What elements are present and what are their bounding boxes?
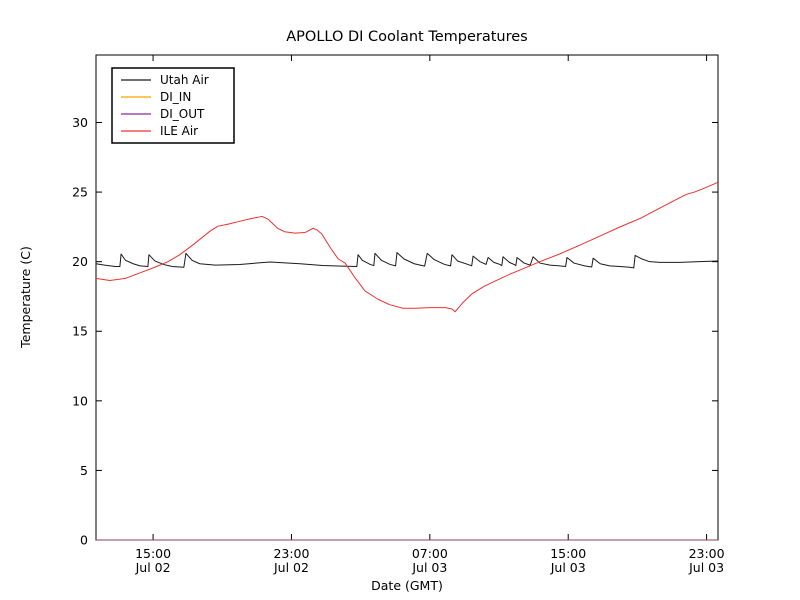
legend-label: Utah Air: [160, 73, 209, 87]
y-tick-label: 20: [72, 254, 88, 269]
series-line-ile-air: [95, 181, 719, 313]
x-tick-label: 15:00 Jul 02: [135, 546, 172, 575]
x-tick-label: 07:00 Jul 03: [411, 546, 448, 575]
series-line-utah-air: [95, 252, 719, 269]
x-tick-label: 23:00 Jul 03: [688, 546, 725, 575]
x-tick-label: 23:00 Jul 02: [273, 546, 310, 575]
x-tick-label: 15:00 Jul 03: [550, 546, 587, 575]
y-tick-label: 5: [80, 463, 88, 478]
y-tick-label: 25: [72, 185, 88, 200]
chart-title: APOLLO DI Coolant Temperatures: [286, 29, 527, 45]
legend: Utah Air DI_IN DI_OUT ILE Air: [111, 67, 235, 144]
x-axis-ticks: 15:00 Jul 02 23:00 Jul 02 07:00 Jul 03 15:00 Ju…: [135, 55, 725, 575]
legend-label: DI_OUT: [160, 107, 205, 121]
x-axis-label: Date (GMT): [371, 578, 443, 593]
y-tick-label: 0: [80, 533, 88, 548]
legend-label: ILE Air: [160, 124, 198, 138]
y-tick-label: 30: [72, 115, 88, 130]
y-axis-ticks: 0 5 10 15 20 25 30: [72, 115, 718, 548]
y-tick-label: 10: [72, 393, 88, 408]
legend-label: DI_IN: [160, 90, 191, 104]
y-axis-label: Temperature (C): [18, 246, 33, 349]
series-lines: [95, 181, 719, 541]
y-tick-label: 15: [72, 324, 88, 339]
